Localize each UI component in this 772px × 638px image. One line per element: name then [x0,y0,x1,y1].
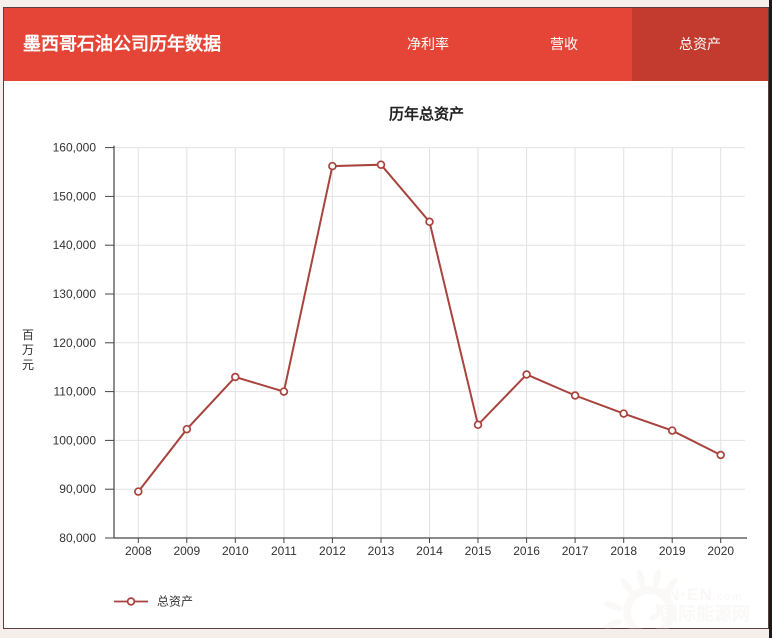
svg-text:IN·EN.com: IN·EN.com [662,585,743,604]
svg-text:国际能源网: 国际能源网 [660,603,750,624]
